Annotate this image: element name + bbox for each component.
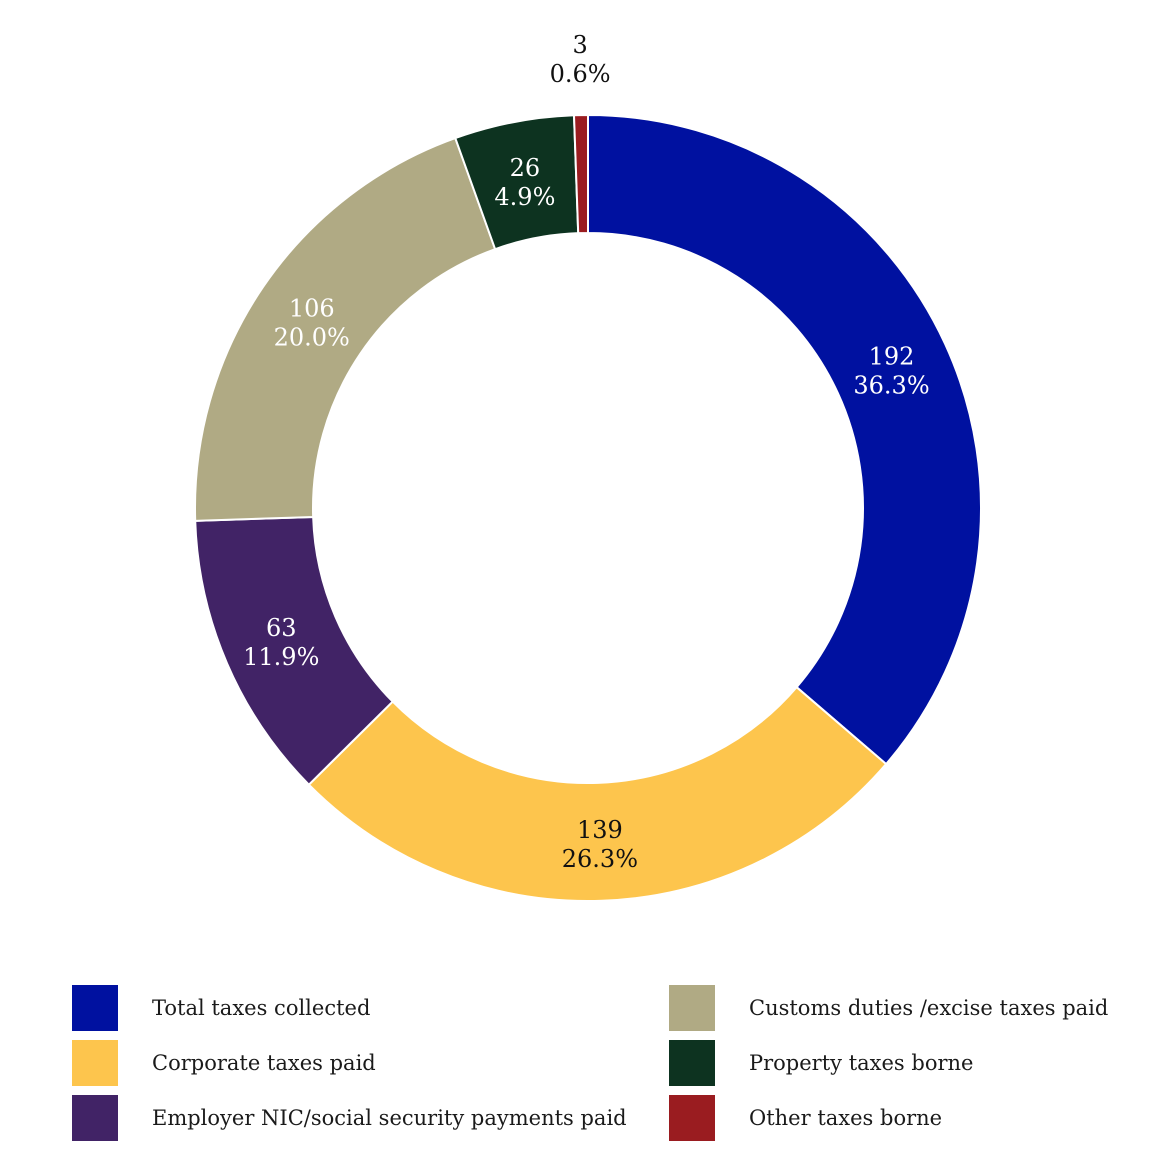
slice-value-label: 63 xyxy=(266,614,297,642)
slice-percent-label: 4.9% xyxy=(494,183,555,211)
legend-swatch xyxy=(72,1040,118,1086)
legend-item-employer-nic: Employer NIC/social security payments pa… xyxy=(72,1095,627,1141)
legend-item-customs-duties: Customs duties /excise taxes paid xyxy=(669,985,1108,1031)
slice-other-taxes-borne xyxy=(572,113,589,235)
legend-swatch xyxy=(72,1095,118,1141)
slice-value-label: 192 xyxy=(869,343,915,371)
slice-value-label: 26 xyxy=(510,154,541,182)
legend-swatch xyxy=(669,1040,715,1086)
slice-label-other-taxes-borne: 3 0.6% xyxy=(550,31,611,88)
legend-swatch xyxy=(669,985,715,1031)
slice-percent-label: 20.0% xyxy=(274,323,350,351)
slice-total-taxes-collected xyxy=(587,113,982,766)
slice-corporate-taxes-paid xyxy=(307,685,888,902)
slice-value-label: 106 xyxy=(289,294,335,322)
slice-percent-label: 26.3% xyxy=(562,845,638,873)
slice-value-label: 3 xyxy=(572,31,587,59)
slice-percent-label: 11.9% xyxy=(243,643,319,671)
slice-percent-label: 0.6% xyxy=(550,60,611,88)
slice-label-total-taxes-collected: 192 36.3% xyxy=(853,343,929,400)
legend-item-other-taxes: Other taxes borne xyxy=(669,1095,942,1141)
donut-chart: 192 36.3% 139 26.3% 63 11.9% 106 20.0% 26 4.9% 3 0.… xyxy=(194,31,982,902)
legend-swatch xyxy=(669,1095,715,1141)
slice-percent-label: 36.3% xyxy=(853,372,929,400)
slice-label-customs-duties-excise-taxes-paid: 106 20.0% xyxy=(274,294,350,351)
legend-label: Customs duties /excise taxes paid xyxy=(749,996,1109,1020)
legend-swatch xyxy=(72,985,118,1031)
legend-label: Corporate taxes paid xyxy=(152,1051,376,1075)
legend-label: Other taxes borne xyxy=(749,1106,943,1130)
legend-label: Total taxes collected xyxy=(152,996,371,1020)
legend: Total taxes collected Corporate taxes pa… xyxy=(0,980,1176,1160)
legend-item-property-taxes: Property taxes borne xyxy=(669,1040,973,1086)
legend-label: Employer NIC/social security payments pa… xyxy=(152,1106,627,1130)
slice-label-property-taxes-borne: 26 4.9% xyxy=(494,154,555,211)
legend-item-corporate-taxes-paid: Corporate taxes paid xyxy=(72,1040,376,1086)
slice-label-corporate-taxes-paid: 139 26.3% xyxy=(562,816,638,873)
slice-label-employer-nic-social-security-payments-paid: 63 11.9% xyxy=(243,614,319,671)
legend-label: Property taxes borne xyxy=(749,1051,974,1075)
legend-item-total-taxes-collected: Total taxes collected xyxy=(72,985,370,1031)
slice-value-label: 139 xyxy=(577,816,623,844)
